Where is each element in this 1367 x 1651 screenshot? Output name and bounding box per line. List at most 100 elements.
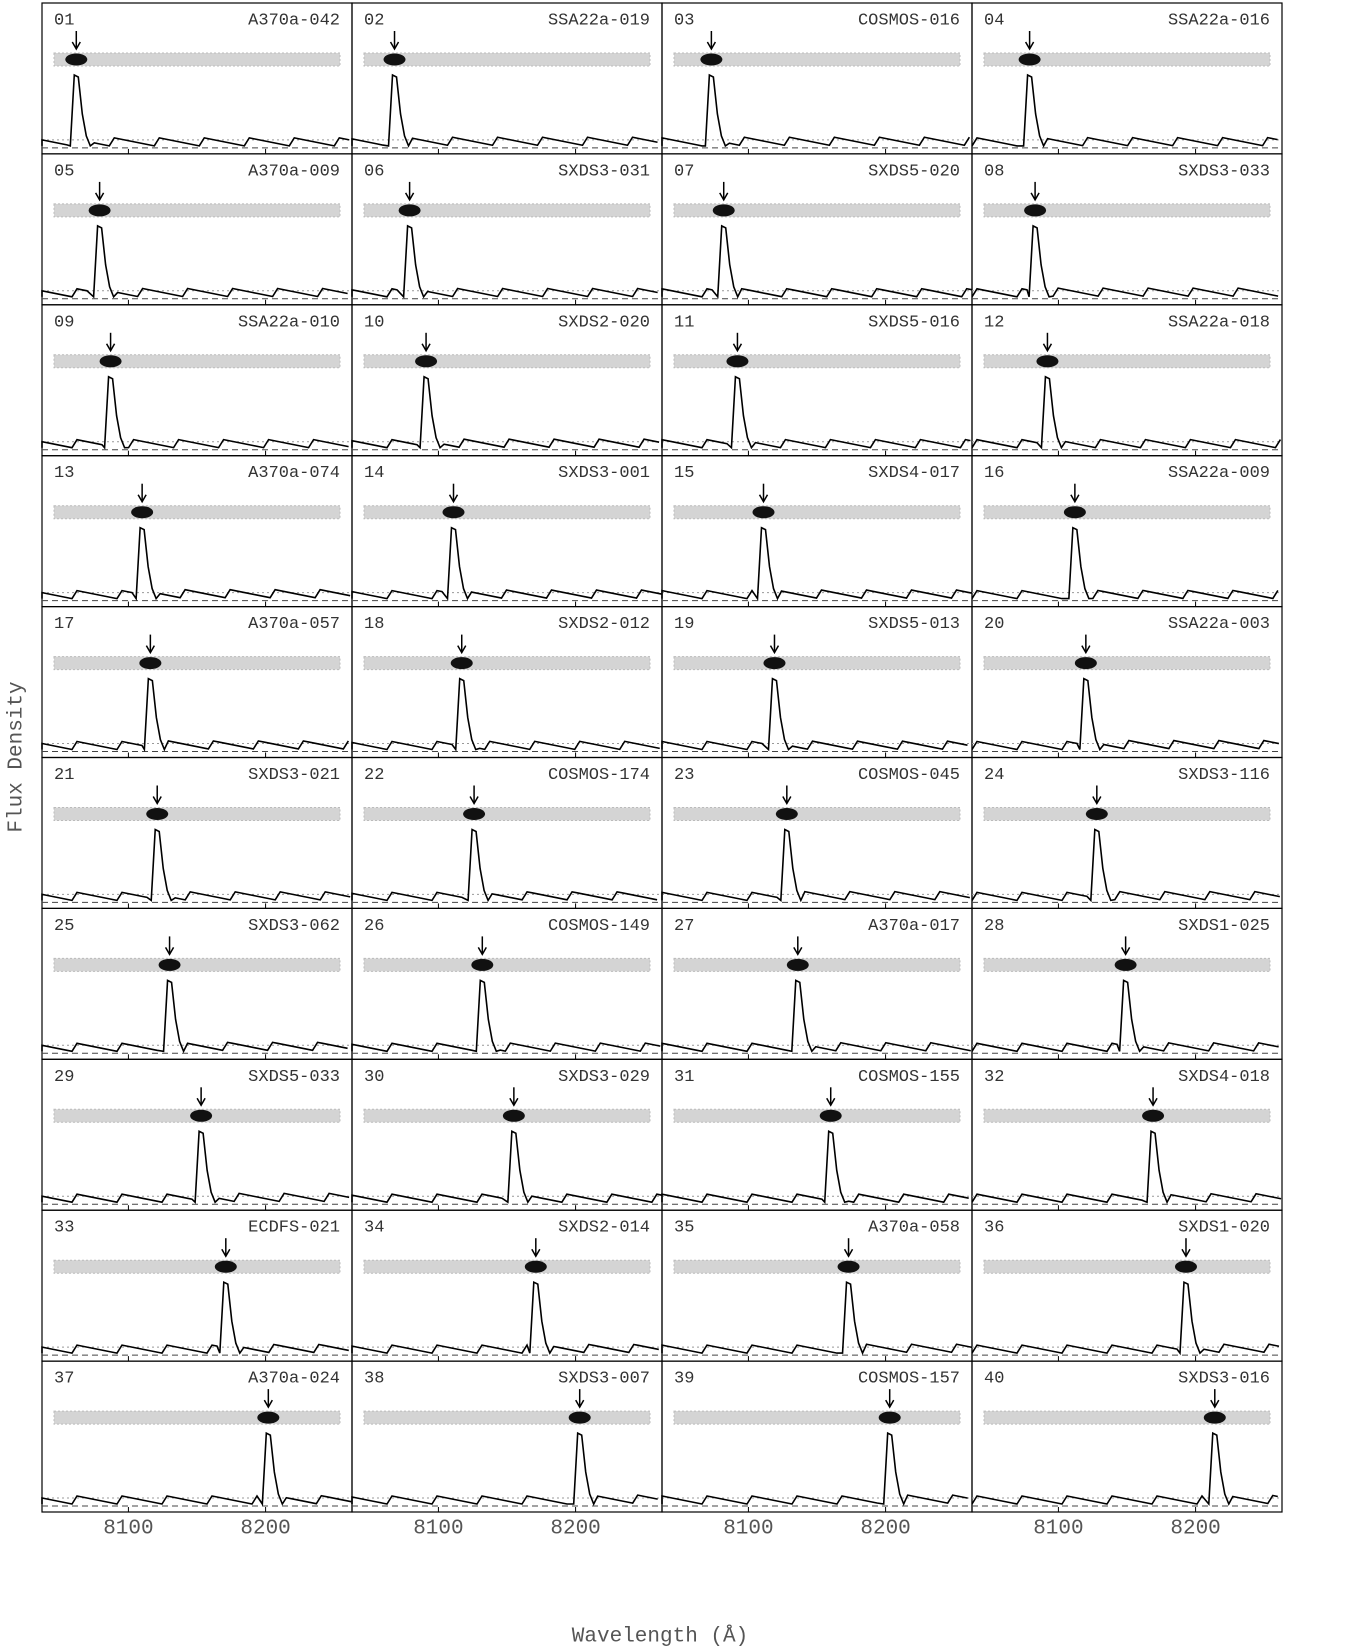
spectrum-1d (41, 979, 348, 1054)
spectrum-2d-strip (53, 656, 341, 671)
spectrum-1d (351, 1431, 658, 1506)
spectrum-2d-strip (983, 1259, 1271, 1274)
line-arrowhead (71, 41, 81, 51)
panel-number: 32 (984, 1068, 1004, 1087)
line-arrowhead (509, 1097, 519, 1107)
line-arrowhead (719, 192, 729, 202)
line-arrowhead (164, 947, 175, 956)
line-arrowhead (782, 796, 792, 806)
spectrum-1d (351, 1280, 659, 1355)
panel-number: 29 (54, 1068, 74, 1087)
spectrum-1d (971, 375, 1282, 450)
line-arrowhead (1120, 947, 1131, 956)
panel-number: 22 (364, 766, 384, 785)
panel-number: 07 (674, 162, 694, 181)
object-name: SXDS3-031 (558, 162, 650, 181)
line-blob (1036, 355, 1059, 368)
y-axis-label: Flux Density (6, 681, 29, 832)
line-arrowhead (732, 343, 743, 353)
panel-number: 12 (984, 313, 1004, 332)
spectrum-2d-strip (673, 807, 961, 821)
object-name: A370a-024 (248, 1370, 340, 1389)
spectrum-2d-strip (53, 505, 341, 520)
spectrum-2d-strip (673, 354, 961, 369)
line-arrowhead (1092, 796, 1102, 806)
panel-number: 34 (364, 1219, 384, 1238)
panel-number: 06 (364, 162, 384, 181)
line-arrowhead (105, 343, 116, 353)
line-blob (257, 1411, 280, 1424)
object-name: SXDS3-033 (1178, 162, 1270, 181)
line-blob (471, 958, 494, 971)
line-blob (158, 958, 181, 971)
object-name: SXDS3-021 (248, 766, 340, 785)
spectrum-2d-strip (363, 354, 651, 369)
line-arrowhead (221, 1248, 231, 1258)
spectrum-1d (41, 677, 350, 753)
spectrum-2d-strip (363, 957, 651, 972)
spectrum-2d-strip (53, 354, 341, 369)
line-blob (568, 1411, 591, 1424)
panel-number: 33 (54, 1219, 74, 1238)
panel-number: 23 (674, 766, 694, 785)
line-blob (502, 1109, 525, 1122)
object-name: SXDS5-033 (248, 1068, 340, 1087)
object-name: COSMOS-155 (858, 1068, 960, 1087)
panel-number: 09 (54, 313, 74, 332)
spectrum-2d-strip (983, 807, 1271, 821)
line-blob (450, 657, 473, 670)
line-arrowhead (575, 1399, 585, 1409)
line-blob (131, 506, 154, 519)
line-arrowhead (1042, 343, 1053, 353)
line-arrowhead (706, 41, 717, 51)
line-blob (1063, 506, 1086, 519)
spectrum-2d-strip (983, 203, 1271, 218)
spectrum-2d-strip (363, 1410, 651, 1425)
panel-number: 28 (984, 917, 1004, 936)
line-arrowhead (793, 947, 803, 956)
object-name: SXDS3-016 (1178, 1370, 1270, 1389)
spectrum-1d (351, 677, 660, 752)
line-blob (1203, 1411, 1226, 1424)
spectrum-2d-strip (363, 807, 651, 821)
object-name: A370a-009 (248, 162, 340, 181)
x-tick-label: 8200 (550, 1518, 600, 1541)
spectrum-2d-strip (53, 1410, 341, 1425)
object-name: COSMOS-016 (858, 11, 960, 30)
line-arrowhead (1024, 41, 1035, 51)
line-blob (752, 506, 775, 519)
panel-number: 15 (674, 464, 694, 483)
spectrum-1d (661, 1431, 968, 1507)
spectrum-2d-strip (363, 52, 651, 67)
x-tick-label: 8200 (860, 1518, 910, 1541)
spectrum-2d-strip (363, 1259, 651, 1274)
panel-number: 08 (984, 162, 1004, 181)
line-arrowhead (531, 1248, 541, 1258)
line-arrowhead (448, 494, 459, 504)
panel-number: 31 (674, 1068, 694, 1087)
line-arrowhead (885, 1399, 895, 1409)
spectrum-1d (971, 526, 1279, 600)
spectrum-1d (41, 828, 351, 902)
spectrum-2d-strip (363, 505, 651, 520)
line-blob (837, 1260, 860, 1273)
object-name: SSA22a-010 (238, 313, 340, 332)
panel-number: 37 (54, 1370, 74, 1389)
spectrum-2d-strip (363, 656, 651, 671)
line-blob (65, 53, 88, 66)
object-name: COSMOS-149 (548, 917, 650, 936)
spectrum-1d (41, 526, 351, 601)
line-arrowhead (477, 947, 487, 956)
panel-number: 14 (364, 464, 384, 483)
spectrum-1d (971, 1130, 1282, 1205)
line-blob (88, 204, 111, 217)
x-tick-label: 8100 (723, 1518, 773, 1541)
line-blob (524, 1260, 547, 1273)
x-tick-label: 8200 (240, 1518, 290, 1541)
object-name: A370a-058 (868, 1219, 960, 1238)
line-arrowhead (145, 645, 156, 655)
spectrum-2d-strip (673, 505, 961, 520)
x-tick-label: 8100 (1033, 1518, 1083, 1541)
x-tick-label: 8100 (413, 1518, 463, 1541)
